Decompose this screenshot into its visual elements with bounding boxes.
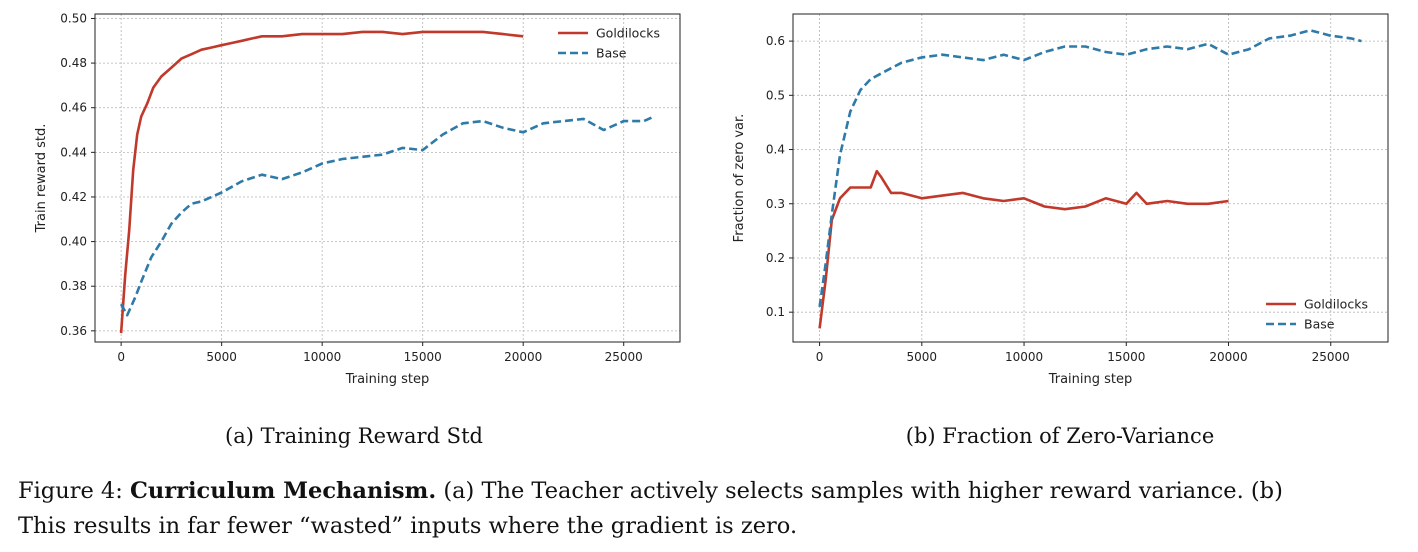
legend-label-base: Base xyxy=(1304,317,1335,332)
y-tick-label: 0.5 xyxy=(766,88,785,102)
y-axis-label: Train reward std. xyxy=(34,124,49,234)
y-tick-label: 0.3 xyxy=(766,197,785,211)
x-tick-label: 5000 xyxy=(206,350,237,364)
y-tick-label: 0.38 xyxy=(60,279,87,293)
x-tick-label: 10000 xyxy=(303,350,341,364)
plot-frame xyxy=(94,13,681,343)
y-tick-label: 0.6 xyxy=(766,34,785,48)
y-tick-label: 0.2 xyxy=(766,251,785,265)
y-tick-label: 0.44 xyxy=(60,145,87,159)
legend-label-goldilocks: Goldilocks xyxy=(1304,297,1368,312)
series-line-goldilocks xyxy=(119,30,524,334)
y-tick-label: 0.48 xyxy=(60,56,87,70)
x-tick-label: 25000 xyxy=(605,350,643,364)
series-line-goldilocks xyxy=(818,169,1229,329)
x-axis-label: Training step xyxy=(345,372,430,387)
x-tick-label: 15000 xyxy=(1107,350,1145,364)
y-tick-label: 0.42 xyxy=(60,190,87,204)
x-tick-label: 15000 xyxy=(404,350,442,364)
y-tick-label: 0.46 xyxy=(60,101,87,115)
x-tick-label: 10000 xyxy=(1005,350,1043,364)
series-line-base xyxy=(818,28,1362,307)
subcaption-a: (a) Training Reward Std xyxy=(225,424,483,448)
legend-label-base: Base xyxy=(596,46,627,61)
y-tick-label: 0.1 xyxy=(766,305,785,319)
chart-fraction-zero-variance: 0 5000 10000 15000 20000 25000 0.1 0.2 0.3 0.4 0.5… xyxy=(732,13,1389,387)
x-tick-label: 20000 xyxy=(504,350,542,364)
figure-caption-line-2: This results in far fewer “wasted” input… xyxy=(18,513,797,539)
x-tick-label: 5000 xyxy=(907,350,938,364)
figure-caption-line-1: Figure 4: Curriculum Mechanism. (a) The … xyxy=(18,478,1283,504)
x-tick-label: 20000 xyxy=(1209,350,1247,364)
y-tick-label: 0.50 xyxy=(60,11,87,25)
legend: Goldilocks Base xyxy=(558,26,660,61)
y-axis-label: Fraction of zero var. xyxy=(732,114,747,243)
x-axis-label: Training step xyxy=(1048,372,1133,387)
x-tick-label: 0 xyxy=(117,350,125,364)
figure-caption-text-1: (a) The Teacher actively selects samples… xyxy=(443,478,1283,504)
figure-title: Curriculum Mechanism. xyxy=(129,478,437,504)
figure-label: Figure 4: xyxy=(18,478,123,504)
y-tick-label: 0.4 xyxy=(766,143,785,157)
series-line-base xyxy=(119,115,655,317)
x-tick-label: 25000 xyxy=(1312,350,1350,364)
legend: Goldilocks Base xyxy=(1266,297,1368,332)
y-tick-label: 0.40 xyxy=(60,235,87,249)
x-tick-label: 0 xyxy=(816,350,824,364)
chart-training-reward-std: 0 5000 10000 15000 20000 25000 0.36 0.38 0.40 0.4… xyxy=(34,11,681,387)
legend-label-goldilocks: Goldilocks xyxy=(596,26,660,41)
plot-frame xyxy=(792,13,1389,343)
figure-caption-text-2: This results in far fewer “wasted” input… xyxy=(18,513,798,539)
subcaption-b: (b) Fraction of Zero-Variance xyxy=(906,424,1215,448)
y-tick-label: 0.36 xyxy=(60,324,87,338)
